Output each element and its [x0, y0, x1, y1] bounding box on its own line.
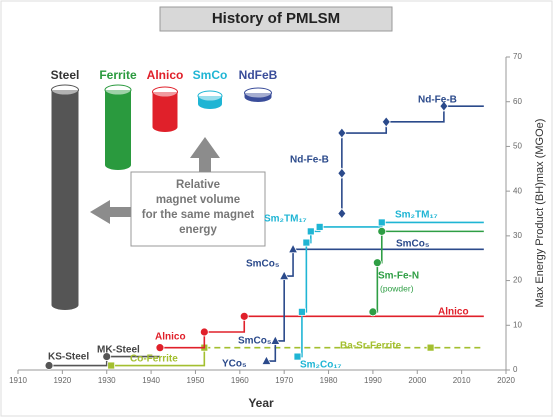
x-tick-label: 2020: [497, 376, 515, 385]
marker: [315, 223, 324, 231]
annotation: Sm₂Co₁₇: [300, 360, 341, 371]
marker: [107, 361, 116, 370]
annotation: Sm₂TM₁₇: [395, 210, 438, 221]
annotation: Sm₂TM₁₇: [264, 214, 307, 225]
x-tick-label: 1990: [364, 376, 382, 385]
x-tick-label: 1950: [187, 376, 205, 385]
annotation: SmCo₅: [246, 259, 280, 270]
marker: [287, 243, 299, 254]
marker: [302, 238, 311, 247]
magnet-label: SmCo: [193, 68, 228, 82]
marker: [44, 361, 54, 370]
annotation: Nd-Fe-B: [290, 155, 329, 166]
x-tick-label: 1940: [142, 376, 160, 385]
annotation: YCo₅: [222, 359, 247, 370]
note-box: [130, 171, 266, 247]
annotation: Alnico: [155, 332, 186, 343]
marker: [155, 343, 165, 353]
y-tick-label: 50: [513, 142, 522, 151]
annotation: Nd-Fe-B: [418, 95, 457, 106]
annotation: Sm-Fe-N: [378, 271, 419, 282]
annotation: Ba-Sr-Ferrite: [340, 341, 402, 352]
magnet-label: NdFeB: [239, 68, 278, 82]
magnet-top: [197, 90, 223, 102]
x-tick-label: 1910: [9, 376, 27, 385]
magnet-top: [51, 84, 79, 96]
x-tick-label: 1980: [320, 376, 338, 385]
y-tick-label: 20: [513, 276, 522, 285]
magnet-top: [104, 84, 132, 96]
y-tick-label: 40: [513, 186, 522, 195]
series-line: [49, 355, 160, 367]
note-text: Relative magnet volume for the same magnet…: [142, 179, 255, 236]
annotation: MK-Steel: [97, 345, 140, 356]
annotation: KS-Steel: [48, 352, 89, 363]
marker: [381, 116, 391, 128]
annotation: Co-Ferrite: [130, 354, 178, 365]
annotation: SmCo₅: [238, 336, 272, 347]
marker: [270, 335, 281, 345]
y-tick-label: 0: [513, 365, 518, 374]
marker: [199, 327, 209, 337]
y-tick-label: 10: [513, 320, 522, 329]
series-line: [111, 347, 206, 367]
marker: [102, 352, 112, 361]
chart-title: History of PMLSM: [212, 10, 340, 27]
marker: [377, 218, 386, 227]
marker: [293, 352, 302, 361]
magnet-cylinder: [105, 90, 131, 170]
y-tick-label: 30: [513, 231, 522, 240]
marker: [279, 270, 290, 281]
series-line: [266, 248, 484, 362]
magnet-label: Alnico: [147, 68, 184, 82]
title-box: [159, 6, 393, 32]
marker: [368, 307, 378, 317]
marker: [239, 311, 249, 321]
annotation: SmCo₅: [396, 239, 430, 250]
magnet-top: [152, 86, 178, 98]
magnet-label: Ferrite: [99, 68, 137, 82]
x-tick-label: 2000: [408, 376, 426, 385]
left-arrow: [90, 200, 131, 224]
magnet-label: Steel: [51, 68, 80, 82]
marker: [439, 100, 449, 112]
x-tick-label: 2010: [453, 376, 471, 385]
annotation: (powder): [380, 283, 414, 293]
marker: [337, 167, 347, 179]
magnet-cylinder: [51, 90, 79, 310]
marker: [261, 355, 272, 365]
magnet-cylinder: [152, 92, 178, 132]
marker: [306, 227, 315, 236]
up-arrow: [190, 137, 220, 172]
marker: [298, 307, 306, 316]
y-tick-label: 70: [513, 52, 522, 61]
marker: [337, 207, 347, 220]
magnet-top: [244, 87, 272, 99]
annotation: Alnico: [438, 307, 469, 318]
y-tick-label: 60: [513, 97, 522, 106]
x-axis-label: Year: [248, 396, 274, 410]
marker: [372, 258, 382, 268]
marker: [337, 127, 347, 139]
x-tick-label: 1930: [98, 376, 116, 385]
y-axis-label: Max Energy Product (BH)max (MGOe): [534, 119, 546, 308]
x-tick-label: 1920: [53, 376, 71, 385]
x-tick-label: 1960: [231, 376, 249, 385]
x-tick-label: 1970: [275, 376, 293, 385]
marker: [377, 226, 387, 236]
marker: [426, 343, 435, 352]
